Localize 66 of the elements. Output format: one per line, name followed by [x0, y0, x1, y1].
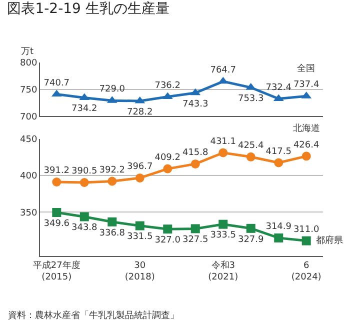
- data-label: 737.4: [293, 80, 320, 90]
- data-label: 327.0: [154, 235, 181, 246]
- data-label: 426.4: [293, 140, 320, 150]
- data-label: 391.2: [44, 166, 70, 176]
- data-label: 392.2: [99, 165, 126, 176]
- data-label: 390.5: [72, 166, 98, 177]
- text: 資料：農林水産省「牛乳乳製品統計調査」: [8, 310, 179, 321]
- y-tick-label: 800: [20, 58, 38, 69]
- y-tick-label: 350: [20, 208, 38, 218]
- data-label: 327.9: [238, 234, 264, 245]
- point: [135, 221, 144, 230]
- data-label: 764.7: [210, 66, 236, 76]
- data-label: 728.2: [126, 107, 153, 118]
- data-label: 736.2: [154, 80, 181, 91]
- data-label: 409.2: [154, 152, 181, 163]
- point: [302, 236, 311, 246]
- point: [135, 173, 144, 182]
- point: [80, 212, 89, 222]
- data-label: 343.8: [72, 223, 98, 234]
- point: [108, 217, 117, 226]
- data-label: 314.9: [266, 222, 292, 232]
- point: [80, 178, 89, 187]
- point: [108, 176, 117, 186]
- data-label: 336.8: [99, 228, 126, 238]
- point: [218, 220, 228, 229]
- data-label: 417.5: [266, 146, 292, 157]
- y-axis-title: 万t: [21, 47, 34, 57]
- x-tick-label: 平成27年度 (2015): [32, 260, 80, 283]
- point: [218, 148, 228, 158]
- point: [246, 224, 256, 233]
- point: [52, 208, 62, 217]
- point: [163, 164, 172, 174]
- text: 全国: [297, 63, 315, 74]
- point: [190, 224, 200, 234]
- y-tick-label: 750: [20, 85, 38, 96]
- data-label: 415.8: [182, 148, 209, 158]
- point: [274, 158, 284, 168]
- data-label: 729.0: [99, 84, 126, 95]
- point: [246, 152, 256, 162]
- text: 北海道: [293, 123, 320, 134]
- y-tick-label: 700: [20, 112, 38, 122]
- data-label: 732.4: [266, 82, 292, 93]
- data-label: 740.7: [44, 78, 70, 88]
- point: [190, 159, 200, 168]
- data-label: 425.4: [238, 141, 264, 152]
- x-tick-label: 6 (2024): [291, 261, 322, 283]
- point: [163, 224, 172, 234]
- data-label: 396.7: [126, 162, 153, 172]
- point: [302, 152, 311, 161]
- point: [52, 177, 62, 186]
- y-tick-label: 400: [20, 172, 38, 182]
- data-label: 431.1: [210, 136, 236, 147]
- chart-title: 図表1-2-19 生乳の生産量: [7, 1, 170, 18]
- data-label: 743.3: [182, 99, 208, 110]
- series-label: 都府県: [316, 235, 343, 246]
- x-tick-label: 30 (2018): [124, 261, 155, 283]
- y-tick-label: 450: [20, 135, 38, 146]
- x-tick-label: 令和3 (2021): [208, 260, 238, 283]
- data-label: 734.2: [72, 104, 98, 114]
- data-label: 327.5: [182, 235, 208, 246]
- point: [274, 233, 284, 242]
- data-label: 349.6: [44, 218, 70, 229]
- data-label: 753.3: [238, 94, 264, 104]
- data-label: 331.5: [126, 232, 153, 242]
- data-label: 333.5: [210, 230, 236, 241]
- data-label: 311.0: [293, 224, 320, 235]
